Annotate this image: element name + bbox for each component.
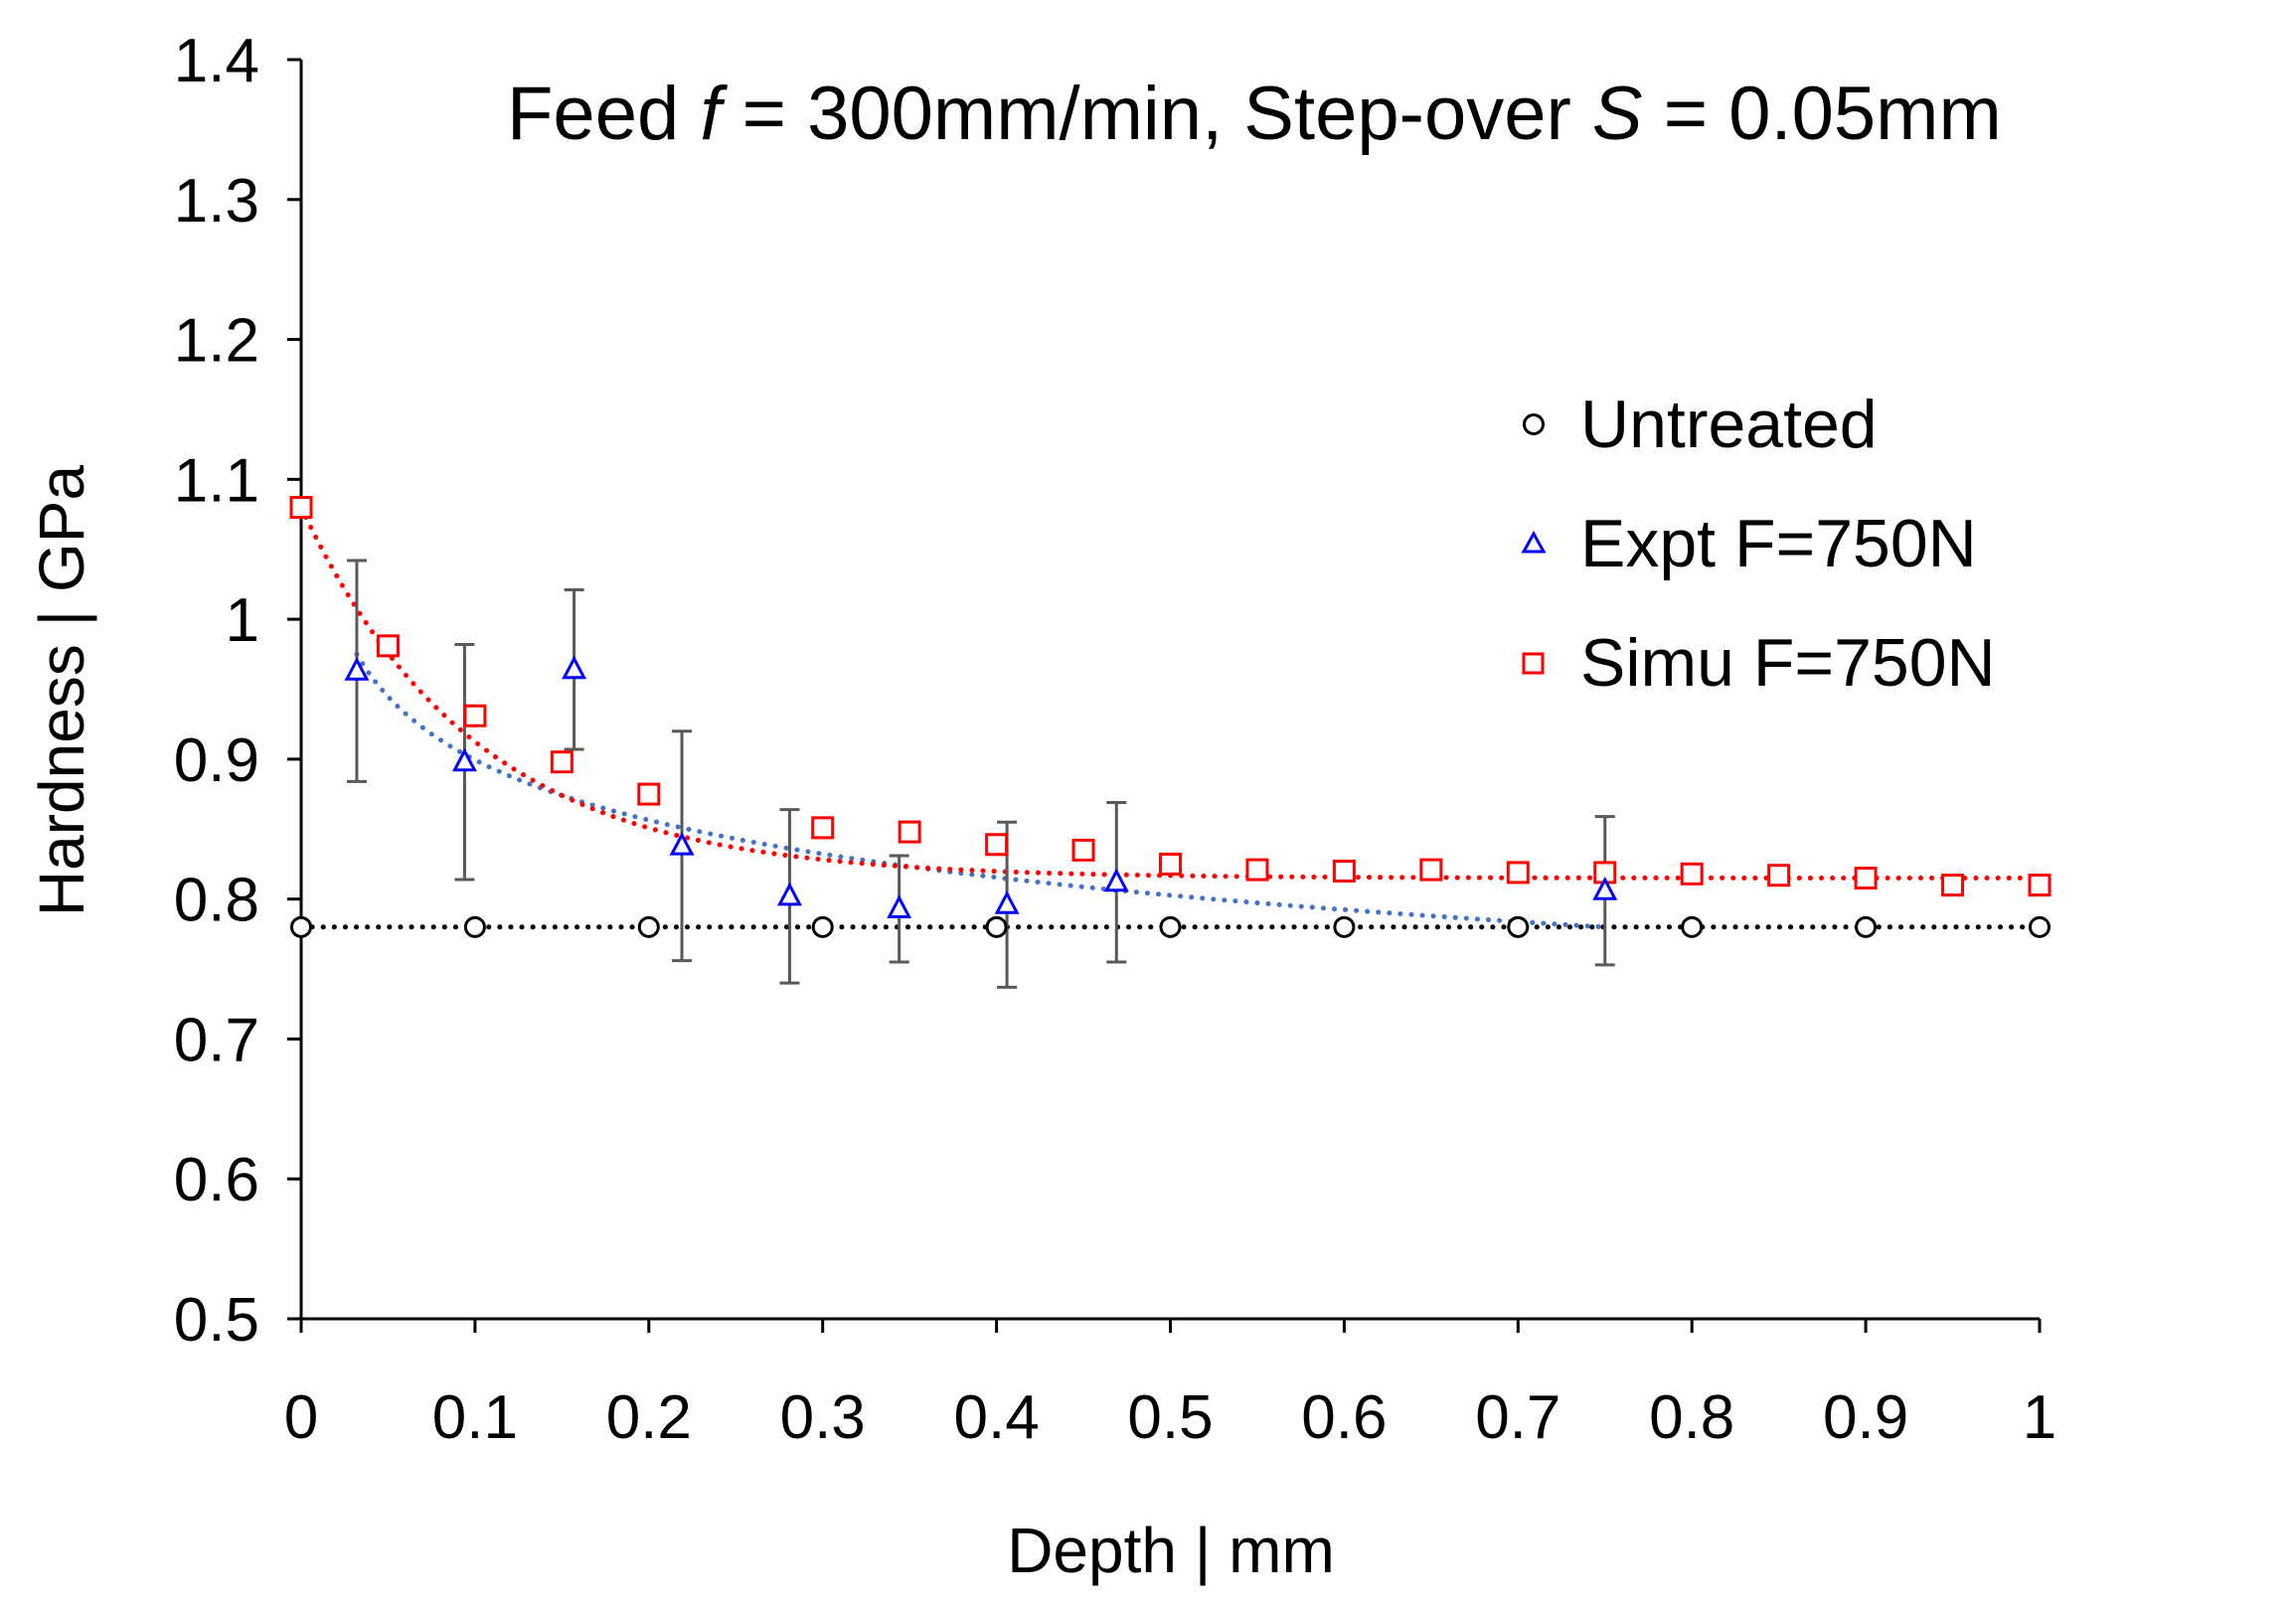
legend-item-simu: Simu F=750N <box>1522 625 1996 701</box>
y-axis-ticks: 0.5 0.6 0.7 0.8 0.9 1 1.1 1.2 1.3 1.4 <box>174 27 301 1355</box>
x-tick-label: 0.5 <box>1127 1383 1213 1452</box>
simu-point <box>1767 864 1791 887</box>
simu-point <box>1159 852 1182 876</box>
x-tick-label: 0.9 <box>1823 1383 1908 1452</box>
simu-point <box>985 833 1009 857</box>
simu-point <box>376 634 400 658</box>
expt-point <box>994 890 1020 914</box>
legend-circle-icon <box>1523 413 1545 435</box>
simu-point <box>1680 862 1704 885</box>
x-axis-title: Depth | mm <box>1007 1515 1335 1586</box>
legend-label-simu: Simu F=750N <box>1580 625 1996 701</box>
legend-label-expt: Expt F=750N <box>1580 506 1977 581</box>
x-tick-label: 0.6 <box>1301 1383 1387 1452</box>
legend-item-untreated: Untreated <box>1523 387 1878 462</box>
untreated-point <box>811 915 834 938</box>
title-middle: = 300mm/min, Step-over <box>721 72 1591 156</box>
simu-point <box>1419 858 1443 882</box>
title-stepover-symbol: S <box>1592 72 1643 156</box>
expt-point <box>451 747 477 772</box>
x-tick-label: 0.4 <box>953 1383 1039 1452</box>
untreated-point <box>1333 915 1356 938</box>
simu-point <box>289 495 313 519</box>
simu-point <box>811 816 835 840</box>
expt-point <box>669 831 695 856</box>
simu-point <box>550 750 574 774</box>
simu-trendline <box>298 505 2043 881</box>
simu-point <box>1245 858 1269 882</box>
simu-point <box>1506 861 1530 885</box>
simu-point <box>1332 860 1356 884</box>
x-tick-label: 0.8 <box>1649 1383 1734 1452</box>
x-tick-label: 1 <box>2023 1383 2056 1452</box>
legend-item-expt: Expt F=750N <box>1521 506 1977 581</box>
untreated-point <box>463 915 486 938</box>
simu-point <box>1071 838 1095 862</box>
error-bars <box>346 559 1615 989</box>
legend-square-icon <box>1522 652 1545 675</box>
y-tick-label: 1.1 <box>174 446 259 515</box>
y-tick-label: 0.9 <box>174 726 259 795</box>
y-tick-label: 1.4 <box>174 27 259 95</box>
y-tick-label: 1.2 <box>174 307 259 376</box>
expt-point <box>344 656 370 681</box>
x-tick-label: 0.1 <box>432 1383 518 1452</box>
untreated-point <box>290 915 312 938</box>
untreated-point <box>637 915 660 938</box>
expt-point <box>1592 876 1618 900</box>
x-tick-label: 0.3 <box>780 1383 866 1452</box>
expt-point <box>1103 868 1129 892</box>
chart-title: Feed f = 300mm/min, Step-over S = 0.05mm <box>507 72 2002 156</box>
simu-point <box>637 782 661 806</box>
title-suffix: = 0.05mm <box>1643 72 2002 156</box>
x-tick-label: 0.2 <box>606 1383 692 1452</box>
y-tick-label: 0.7 <box>174 1006 259 1074</box>
title-prefix: Feed <box>507 72 700 156</box>
untreated-point <box>1855 915 1878 938</box>
y-tick-label: 0.8 <box>174 867 259 935</box>
x-tick-label: 0 <box>284 1383 318 1452</box>
data-markers <box>289 495 2051 938</box>
simu-point <box>463 704 487 727</box>
expt-point <box>776 882 802 906</box>
expt-point <box>562 655 587 680</box>
simu-point <box>2028 874 2051 897</box>
y-tick-label: 1.3 <box>174 167 259 236</box>
x-tick-label: 0.7 <box>1475 1383 1560 1452</box>
legend-label-untreated: Untreated <box>1580 387 1878 462</box>
untreated-point <box>2029 915 2050 938</box>
simu-point <box>1854 867 1878 890</box>
x-axis-ticks: 0 0.1 0.2 0.3 0.4 0.5 0.6 0.7 0.8 0.9 1 <box>284 1319 2056 1452</box>
untreated-point <box>1681 915 1704 938</box>
simu-point <box>1941 874 1965 897</box>
y-tick-label: 0.5 <box>174 1286 259 1355</box>
expt-trendline <box>354 651 1608 930</box>
untreated-point <box>1159 915 1182 938</box>
expt-point <box>887 894 912 919</box>
plot-area: 0.50.60.70.80.911.11.21.31.4 0 0.1 0.2 0.3 0… <box>174 27 2056 1452</box>
y-axis-title: Hardness | GPa <box>26 465 97 917</box>
y-tick-label: 0.6 <box>174 1146 259 1214</box>
simu-point <box>898 820 921 844</box>
legend: Untreated Expt F=750N Simu F=750N <box>1521 387 1996 701</box>
untreated-point <box>1507 915 1530 938</box>
legend-triangle-icon <box>1521 530 1547 554</box>
y-tick-label: 1 <box>226 586 259 655</box>
untreated-point <box>985 915 1008 938</box>
